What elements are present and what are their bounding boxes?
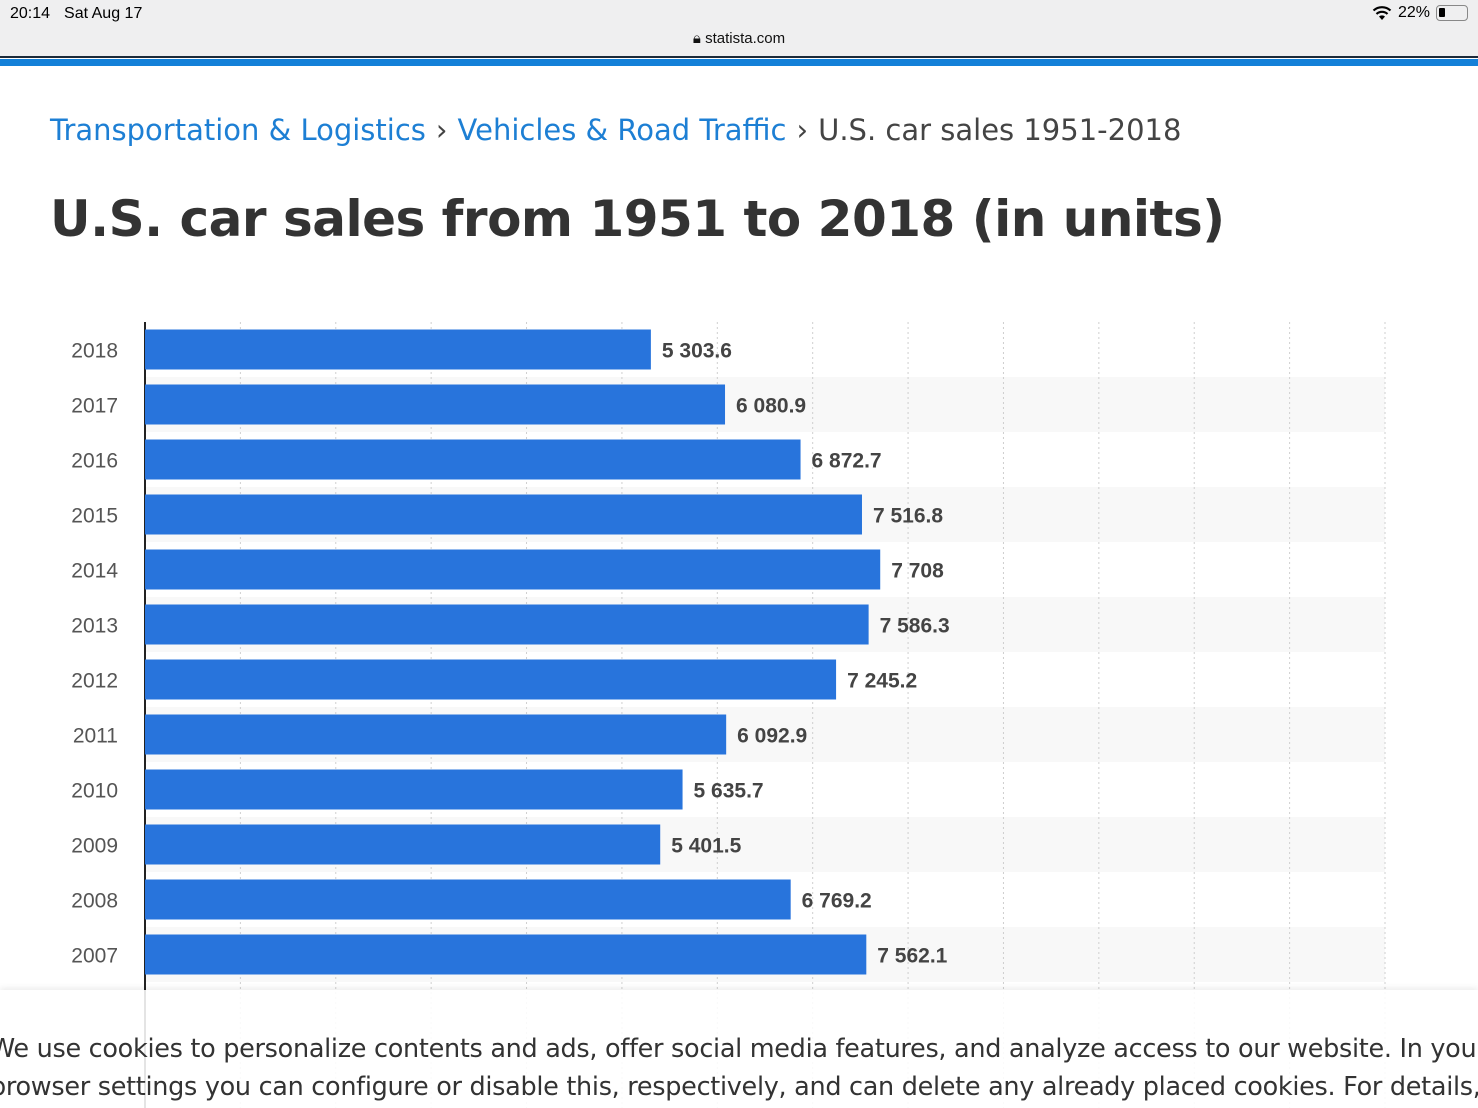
category-label: 2007 — [71, 945, 118, 968]
lock-icon: 🔒︎ — [692, 30, 701, 47]
category-label: 2018 — [71, 340, 118, 363]
category-label: 2017 — [71, 395, 118, 418]
breadcrumb-separator: › — [796, 113, 809, 147]
bar — [145, 659, 837, 700]
data-label: 6 092.9 — [737, 725, 807, 748]
bar — [145, 549, 881, 590]
bar — [145, 439, 801, 480]
data-label: 7 586.3 — [880, 615, 950, 638]
data-label: 6 872.7 — [812, 450, 882, 473]
clock: 20:14 Sat Aug 17 — [10, 5, 142, 23]
breadcrumb-separator: › — [435, 113, 448, 147]
url-bar[interactable]: 🔒︎ statista.com — [0, 30, 1478, 47]
battery-icon — [1436, 5, 1468, 21]
data-label: 7 516.8 — [873, 505, 943, 528]
bar — [145, 604, 869, 645]
category-label: 2011 — [73, 725, 118, 748]
bar — [145, 934, 867, 975]
breadcrumb-link-vehicles[interactable]: Vehicles & Road Traffic — [457, 113, 787, 147]
category-label: 2012 — [71, 670, 118, 693]
category-label: 2008 — [71, 890, 118, 913]
bar — [145, 329, 651, 370]
data-label: 6 080.9 — [736, 395, 806, 418]
data-label: 7 245.2 — [847, 670, 917, 693]
url-text: statista.com — [705, 30, 786, 47]
category-label: 2015 — [71, 505, 118, 528]
data-label: 7 708 — [891, 560, 944, 583]
date: Sat Aug 17 — [64, 5, 143, 22]
header-bar — [0, 59, 1478, 66]
bar — [145, 714, 727, 755]
category-label: 2009 — [71, 835, 118, 858]
bar — [145, 769, 683, 810]
category-label: 2014 — [71, 560, 118, 583]
category-label: 2010 — [71, 780, 118, 803]
data-label: 6 769.2 — [802, 890, 872, 913]
page-title: U.S. car sales from 1951 to 2018 (in uni… — [50, 190, 1225, 248]
wifi-icon — [1372, 6, 1392, 20]
data-label: 7 562.1 — [877, 945, 947, 968]
data-label: 5 635.7 — [694, 780, 764, 803]
bar — [145, 824, 661, 865]
breadcrumb: Transportation & Logistics › Vehicles & Ro… — [50, 113, 1181, 147]
category-label: 2013 — [71, 615, 118, 638]
data-label: 5 303.6 — [662, 340, 732, 363]
breadcrumb-link-transportation[interactable]: Transportation & Logistics — [50, 113, 426, 147]
category-label: 2016 — [71, 450, 118, 473]
cookie-banner: We use cookies to personalize contents a… — [0, 990, 1478, 1108]
status-bar: 20:14 Sat Aug 17 🔒︎ statista.com 22% — [0, 0, 1478, 58]
bar — [145, 384, 726, 425]
cookie-text-line2: browser settings you can configure or di… — [0, 1072, 1478, 1102]
time: 20:14 — [10, 5, 51, 22]
bar — [145, 494, 862, 535]
breadcrumb-current: U.S. car sales 1951-2018 — [818, 113, 1182, 147]
data-label: 5 401.5 — [671, 835, 741, 858]
battery-percent: 22% — [1397, 4, 1430, 21]
bar — [145, 879, 791, 920]
cookie-text-line1: We use cookies to personalize contents a… — [0, 1034, 1478, 1064]
